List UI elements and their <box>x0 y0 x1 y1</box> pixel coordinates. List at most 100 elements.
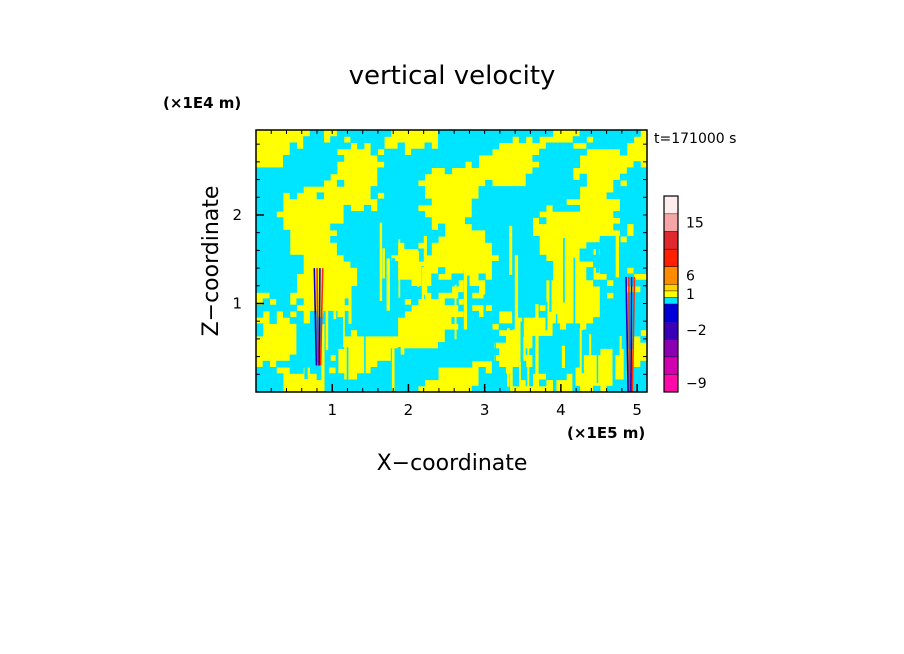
field-cell <box>316 323 324 331</box>
field-cell <box>465 329 473 337</box>
field-cell <box>478 354 486 362</box>
field-cell <box>444 335 453 343</box>
field-cell <box>397 217 405 225</box>
field-cell <box>620 211 628 218</box>
field-cell <box>323 155 331 162</box>
field-cell <box>444 136 453 143</box>
field-cell <box>269 173 277 181</box>
field-cell <box>397 229 405 237</box>
field-cell <box>572 354 581 362</box>
field-cell <box>613 136 621 143</box>
field-cell <box>363 267 372 274</box>
field-cell <box>586 329 594 337</box>
field-cell <box>384 148 392 156</box>
field-cell <box>485 310 493 318</box>
field-cell <box>606 335 614 343</box>
field-cell <box>518 267 527 274</box>
updraft-feature-1 <box>318 268 321 366</box>
field-cell <box>336 229 345 237</box>
field-cell <box>532 292 540 299</box>
field-cell <box>478 223 486 231</box>
field-cell <box>384 329 392 337</box>
field-cell <box>633 229 641 237</box>
field-streak <box>615 235 619 278</box>
field-cell <box>417 167 426 175</box>
field-streak <box>595 242 600 273</box>
field-cell <box>518 254 527 262</box>
field-cell <box>444 348 453 356</box>
field-cell <box>404 242 412 250</box>
field-cell <box>357 385 365 392</box>
field-cell <box>377 198 385 206</box>
field-cell <box>451 354 459 362</box>
field-cell <box>303 323 311 331</box>
field-cell <box>296 148 304 156</box>
field-cell <box>518 279 527 287</box>
field-cell <box>309 342 318 349</box>
field-cell <box>471 130 479 137</box>
field-cell <box>431 292 439 299</box>
field-streak <box>514 254 519 335</box>
field-cell <box>431 348 439 356</box>
field-cell <box>404 379 412 387</box>
field-cell <box>518 242 527 250</box>
field-cell <box>370 242 378 250</box>
velocity-field <box>256 130 647 392</box>
field-cell <box>505 385 513 392</box>
field-cell <box>357 292 365 299</box>
field-cell <box>390 186 399 193</box>
field-cell <box>566 161 574 168</box>
colorbar-segment <box>664 303 678 322</box>
field-cell <box>357 236 365 243</box>
field-cell <box>424 242 432 250</box>
field-cell <box>633 167 641 175</box>
field-cell <box>613 211 621 218</box>
field-cell <box>485 186 493 193</box>
field-cell <box>620 242 628 250</box>
field-cell <box>296 298 304 306</box>
field-cell <box>599 136 608 143</box>
field-cell <box>633 292 641 299</box>
field-cell <box>485 142 493 150</box>
field-cell <box>626 236 635 243</box>
field-cell <box>505 242 513 250</box>
field-cell <box>330 317 338 324</box>
field-cell <box>283 273 291 281</box>
field-cell <box>539 173 547 181</box>
field-cell <box>471 198 479 206</box>
field-cell <box>377 310 385 318</box>
field-cell <box>283 360 291 368</box>
field-cell <box>518 367 527 374</box>
field-cell <box>269 211 277 218</box>
field-cell <box>613 335 621 343</box>
field-cell <box>397 192 405 200</box>
field-cell <box>417 192 426 200</box>
field-cell <box>545 173 554 181</box>
field-cell <box>276 292 284 299</box>
field-cell <box>269 254 277 262</box>
field-cell <box>626 298 635 306</box>
field-cell <box>478 136 486 143</box>
field-streak <box>343 297 345 348</box>
field-cell <box>384 248 392 256</box>
field-cell <box>336 242 345 250</box>
field-cell <box>411 367 419 374</box>
field-streak <box>549 263 552 312</box>
field-cell <box>330 236 338 243</box>
field-cell <box>599 267 608 274</box>
field-cell <box>498 223 506 231</box>
field-cell <box>458 360 466 368</box>
y-ticks: 12 <box>232 206 264 312</box>
field-cell <box>633 161 641 168</box>
field-cell <box>626 261 635 268</box>
field-cell <box>512 186 520 193</box>
field-cell <box>404 236 412 243</box>
field-cell <box>256 179 264 187</box>
field-cell <box>620 217 628 225</box>
field-cell <box>572 360 581 368</box>
field-cell <box>613 179 621 187</box>
field-cell <box>370 385 378 392</box>
field-cell <box>309 148 318 156</box>
field-cell <box>478 329 486 337</box>
field-cell <box>579 248 587 256</box>
